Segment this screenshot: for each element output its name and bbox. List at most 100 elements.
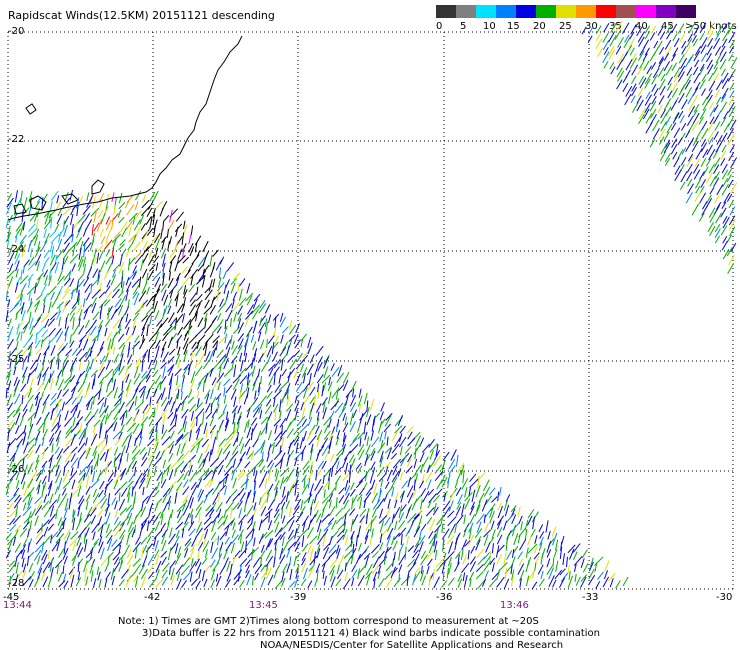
wind-barb (190, 371, 196, 384)
wind-barb (147, 447, 151, 456)
wind-barb (300, 528, 309, 537)
wind-barb (28, 311, 32, 323)
wind-barb (316, 548, 321, 559)
wind-barb (663, 142, 671, 154)
wind-barb (195, 311, 198, 322)
wind-barb (252, 379, 257, 391)
wind-barb (147, 553, 155, 566)
wind-barb (99, 192, 105, 202)
wind-barb (629, 31, 635, 40)
wind-barb (48, 339, 51, 350)
wind-barb (295, 381, 303, 392)
wind-barb (132, 216, 136, 225)
wind-barb (713, 61, 719, 70)
wind-barb (666, 83, 672, 92)
wind-barb (97, 437, 108, 447)
wind-barb (141, 520, 147, 530)
wind-barb (119, 453, 124, 462)
wind-barb (286, 428, 294, 439)
wind-barb (211, 520, 217, 532)
wind-barb (660, 112, 668, 125)
wind-barb (336, 446, 345, 457)
wind-barb (429, 443, 438, 453)
wind-barb (125, 248, 130, 257)
wind-barb (118, 498, 126, 511)
wind-barb (125, 416, 133, 426)
wind-barb (483, 560, 492, 572)
wind-barb (203, 564, 211, 574)
wind-barb (674, 169, 682, 182)
wind-barb (253, 293, 261, 302)
wind-barb (27, 487, 35, 497)
wind-barb (455, 506, 462, 516)
wind-barb (335, 450, 345, 461)
wind-barb (134, 395, 137, 406)
wind-barb (295, 569, 299, 579)
wind-barb (147, 200, 154, 210)
wind-barb (279, 522, 289, 533)
wind-barb (289, 482, 296, 490)
wind-barb (358, 403, 362, 413)
wind-barb (188, 459, 192, 469)
wind-barb (117, 290, 124, 299)
wind-barb (441, 474, 446, 483)
wind-barb (182, 494, 189, 504)
wind-barb (406, 485, 414, 498)
wind-barb (197, 263, 205, 272)
wind-barb (355, 462, 362, 470)
wind-barb (266, 453, 270, 462)
wind-barb (666, 123, 673, 134)
wind-barb (90, 465, 93, 475)
wind-barb (441, 561, 446, 574)
wind-barb (204, 478, 213, 488)
wind-barb (14, 282, 19, 293)
wind-barb (85, 415, 94, 426)
wind-barb (142, 334, 145, 344)
wind-barb (321, 496, 329, 504)
wind-barb (23, 425, 27, 434)
wind-barb (41, 329, 49, 338)
wind-barb (323, 430, 331, 440)
wind-barb (83, 277, 90, 287)
wind-barb (153, 465, 157, 476)
wind-barb (358, 563, 368, 574)
wind-barb (167, 305, 172, 315)
wind-barb (552, 532, 558, 546)
wind-barb (27, 463, 33, 475)
wind-barb (288, 334, 296, 343)
wind-barb (194, 359, 199, 369)
wind-barb (92, 471, 96, 483)
wind-barb (422, 491, 430, 503)
wind-barb (476, 521, 482, 534)
wind-barb (328, 441, 332, 454)
wind-barb (306, 363, 314, 376)
wind-barb (727, 167, 733, 176)
wind-barb (217, 302, 226, 313)
wind-barb (189, 497, 194, 509)
wind-barb (218, 358, 227, 370)
wind-barb (149, 486, 157, 497)
wind-barb (110, 568, 115, 581)
wind-barb (70, 446, 78, 454)
wind-barb (162, 351, 169, 363)
wind-barb (183, 349, 188, 363)
wind-barb (317, 533, 326, 545)
wind-barb (34, 201, 41, 209)
wind-barb (719, 59, 727, 70)
wind-barb (693, 104, 700, 113)
wind-barb (107, 472, 115, 482)
wind-barb (323, 354, 330, 365)
wind-barb (580, 574, 588, 582)
wind-barb (574, 573, 577, 582)
wind-barb (168, 312, 175, 323)
wind-barb (709, 213, 716, 223)
wind-barb (289, 358, 297, 370)
wind-barb (358, 449, 365, 461)
wind-barb (139, 523, 144, 537)
wind-barb (13, 385, 18, 397)
wind-barb (450, 449, 457, 461)
wind-barb (96, 346, 104, 357)
wind-barb (265, 321, 269, 335)
wind-barb (152, 190, 159, 202)
wind-barb (22, 491, 31, 503)
